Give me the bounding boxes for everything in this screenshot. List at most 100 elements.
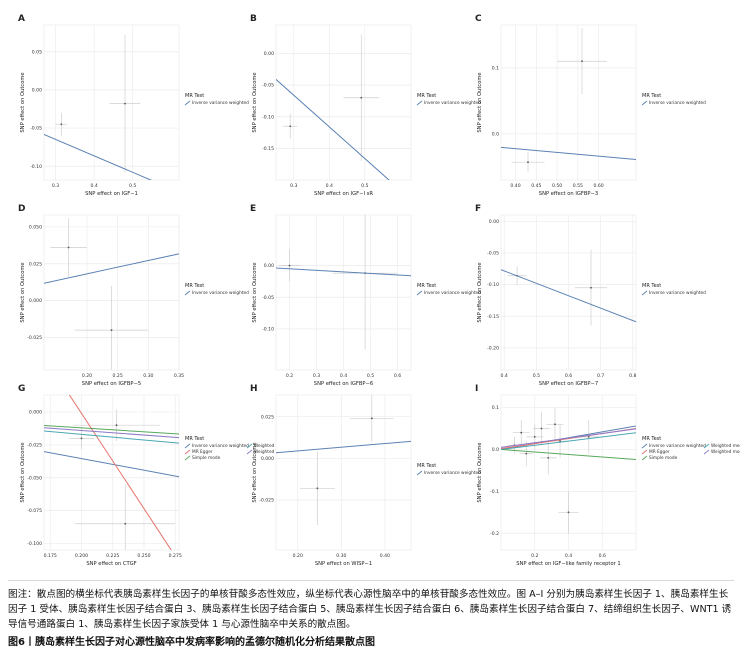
regression-line-ivw bbox=[501, 146, 636, 161]
y-tick-label: -0.15 bbox=[487, 314, 499, 320]
legend-label: Inverse variance weighted bbox=[649, 100, 706, 106]
x-tick-label: 0.5 bbox=[367, 373, 374, 379]
y-tick-label: 0.025 bbox=[261, 414, 274, 420]
data-point bbox=[590, 286, 592, 289]
data-point bbox=[554, 423, 556, 426]
x-tick-label: 0.50 bbox=[552, 183, 562, 189]
data-point bbox=[533, 435, 536, 438]
x-tick-label: 0.35 bbox=[174, 373, 184, 379]
y-tick-label: 0.000 bbox=[29, 410, 42, 416]
gridlines bbox=[276, 215, 411, 370]
x-tick-label: 0.6 bbox=[599, 553, 606, 559]
x-tick-label: 0.7 bbox=[597, 373, 604, 379]
y-tick-label: -0.025 bbox=[27, 335, 42, 341]
legend-title: MR Test bbox=[417, 93, 436, 99]
y-tick-label: -0.05 bbox=[30, 126, 42, 132]
panel-I: I 0.2 0.4 0.6 0.1 0.0 -0.1 -0.2 SNP effect on IG… bbox=[475, 384, 740, 567]
panel-letter: G bbox=[18, 384, 25, 394]
legend-swatch-wmedian bbox=[246, 443, 253, 449]
y-axis-label: SNP effect on Outcome bbox=[20, 442, 26, 502]
legend-swatch-ivw bbox=[184, 290, 191, 296]
x-tick-label: 0.3 bbox=[290, 183, 297, 189]
regression-line-ivw bbox=[501, 269, 636, 323]
gridlines bbox=[276, 25, 411, 180]
y-tick-label: 0.05 bbox=[32, 49, 42, 55]
x-tick-label: 0.4 bbox=[90, 183, 97, 189]
regression-lines bbox=[276, 267, 411, 277]
regression-lines bbox=[44, 395, 179, 550]
y-tick-label: 0.00 bbox=[489, 219, 499, 225]
legend-title: MR Test bbox=[185, 436, 204, 442]
data-point bbox=[316, 487, 319, 490]
data-point bbox=[567, 511, 570, 514]
x-tick-label: 0.5 bbox=[129, 183, 136, 189]
data-point bbox=[110, 329, 113, 332]
legend-title: MR Test bbox=[417, 283, 436, 289]
y-tick-label: -0.1 bbox=[490, 489, 499, 495]
legend-title: MR Test bbox=[417, 463, 436, 469]
data-point bbox=[587, 435, 590, 438]
y-axis-label: SNP effect on Outcome bbox=[477, 72, 483, 132]
x-tick-label: 0.4 bbox=[340, 373, 347, 379]
legend-swatch-wmode bbox=[703, 449, 710, 455]
y-axis-label: SNP effect on Outcome bbox=[20, 72, 26, 132]
panel-letter: I bbox=[475, 384, 478, 394]
legend-swatch-wmedian bbox=[703, 443, 710, 449]
legend-swatch-ivw bbox=[641, 443, 648, 449]
data-point bbox=[115, 424, 118, 427]
panel-letter: F bbox=[475, 204, 481, 214]
legend-label: Inverse variance weighted bbox=[192, 443, 249, 449]
legend-label: Weighted mode bbox=[254, 449, 288, 455]
regression-line-ivw bbox=[44, 253, 179, 284]
x-tick-label: 0.225 bbox=[106, 553, 119, 559]
y-tick-label: 0.025 bbox=[29, 261, 42, 267]
legend-label: Weighted mode bbox=[711, 449, 740, 455]
legend-swatch-ivw bbox=[641, 290, 648, 296]
y-axis-label: SNP effect on Outcome bbox=[252, 442, 258, 502]
x-axis-label: SNP effect on WISP−1 bbox=[315, 561, 372, 567]
legend-label: Weighted median bbox=[254, 443, 292, 449]
legend-label: Simple mode bbox=[649, 455, 678, 461]
y-tick-label: 0.1 bbox=[492, 405, 499, 411]
y-tick-label: -0.100 bbox=[27, 541, 42, 547]
data-points bbox=[299, 395, 394, 525]
legend-label: Inverse variance weighted bbox=[192, 100, 249, 106]
regression-line-wmode bbox=[44, 427, 179, 439]
y-tick-label: 0.1 bbox=[492, 65, 499, 71]
plot-area bbox=[500, 24, 637, 181]
legend-label: Simple mode bbox=[192, 455, 221, 461]
panel-letter: C bbox=[475, 14, 482, 24]
data-points bbox=[283, 34, 380, 162]
x-tick-label: 0.45 bbox=[531, 183, 541, 189]
panel-D: D 0.20 0.25 0.30 0.35 0.050 0.025 0.000 -0.025 SN… bbox=[18, 204, 249, 387]
data-point bbox=[289, 125, 292, 128]
x-tick-label: 0.5 bbox=[533, 373, 540, 379]
regression-line-ivw bbox=[276, 79, 390, 180]
x-tick-label: 0.25 bbox=[113, 373, 123, 379]
regression-lines bbox=[501, 146, 636, 161]
x-tick-label: 0.5 bbox=[361, 183, 368, 189]
x-tick-label: 0.3 bbox=[313, 373, 320, 379]
panel-E: E 0.2 0.3 0.4 0.5 0.6 0.00 -0.05 -0.10 SNP effect… bbox=[250, 204, 481, 387]
y-axis-label: SNP effect on Outcome bbox=[252, 72, 258, 132]
data-point bbox=[124, 102, 126, 105]
x-axis-label: SNP effect on CTGF bbox=[86, 561, 136, 567]
legend-swatch-egger bbox=[641, 449, 648, 455]
plot-area bbox=[43, 24, 180, 181]
panel-C: C 0.40 0.45 0.50 0.55 0.60 0.1 0.0 SNP effect on… bbox=[475, 14, 706, 197]
regression-line-wmode bbox=[501, 428, 636, 448]
data-point bbox=[288, 264, 291, 267]
x-tick-label: 0.4 bbox=[565, 553, 572, 559]
x-tick-label: 0.8 bbox=[629, 373, 636, 379]
legend-label: Inverse variance weighted bbox=[649, 443, 706, 449]
panel-G: G 0.175 0.200 0.225 0.250 0.275 0.000 -0.025 -0.… bbox=[18, 384, 292, 567]
legend-title: MR Test bbox=[185, 93, 204, 99]
regression-line-ivw bbox=[276, 440, 411, 454]
legend-label: Inverse variance weighted bbox=[424, 470, 481, 476]
legend-swatch-wmode bbox=[246, 449, 253, 455]
y-tick-label: 0.050 bbox=[29, 224, 42, 230]
x-tick-label: 0.2 bbox=[286, 373, 293, 379]
y-tick-label: -0.05 bbox=[487, 251, 499, 257]
